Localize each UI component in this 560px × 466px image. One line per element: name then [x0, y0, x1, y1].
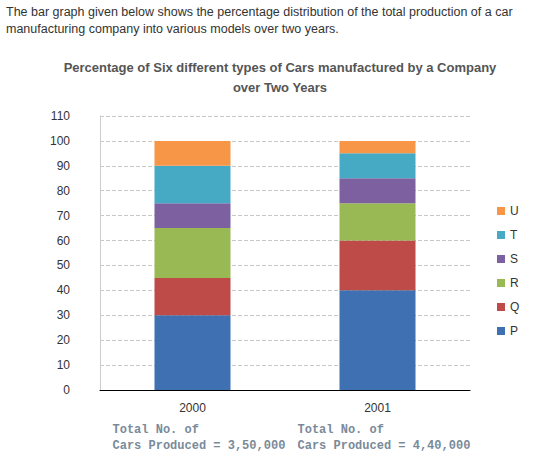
- svg-text:110: 110: [51, 109, 70, 123]
- svg-text:80: 80: [57, 184, 71, 198]
- svg-text:10: 10: [57, 358, 71, 372]
- svg-text:T: T: [510, 228, 518, 242]
- svg-text:S: S: [510, 252, 518, 266]
- svg-text:70: 70: [57, 209, 71, 223]
- svg-text:30: 30: [57, 308, 71, 322]
- html-text:Percentage of Six different ty: Percentage of Six different types of Car…: [63, 60, 497, 95]
- svg-text:50: 50: [57, 258, 71, 272]
- html-text:The bar graph given below show: The bar graph given below shows the perc…: [6, 5, 513, 36]
- svg-text:R: R: [510, 276, 519, 290]
- svg-text:Q: Q: [510, 300, 519, 314]
- svg-text:60: 60: [57, 234, 71, 248]
- svg-text:U: U: [510, 204, 519, 218]
- svg-text:40: 40: [57, 283, 71, 297]
- svg-text:Cars Produced = 4,40,000: Cars Produced = 4,40,000: [298, 439, 471, 453]
- svg-text:2000: 2000: [179, 401, 206, 415]
- svg-text:0: 0: [63, 383, 70, 397]
- svg-text:20: 20: [57, 333, 71, 347]
- svg-text:Cars Produced = 3,50,000: Cars Produced = 3,50,000: [113, 439, 286, 453]
- svg-text:P: P: [510, 324, 518, 338]
- svg-text:2001: 2001: [364, 401, 391, 415]
- svg-text:100: 100: [50, 134, 70, 148]
- svg-text:90: 90: [57, 159, 71, 173]
- svg-text:Total No. of: Total No. of: [298, 423, 384, 437]
- svg-text:Total No. of: Total No. of: [113, 423, 199, 437]
